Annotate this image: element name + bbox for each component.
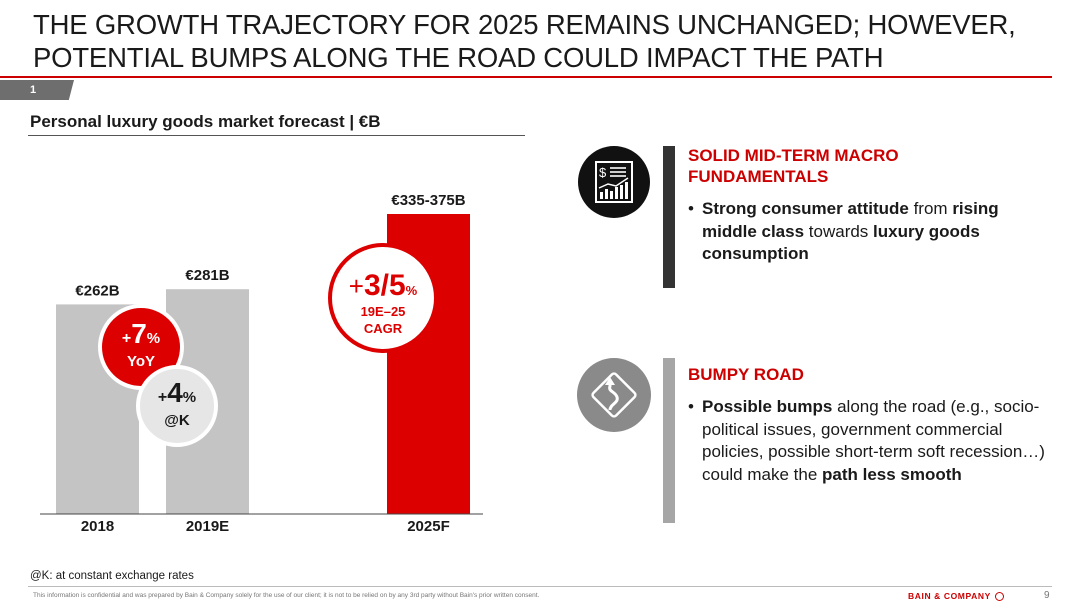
chart-heading: Personal luxury goods market forecast | … <box>30 112 381 131</box>
dollar-chart-icon: $ <box>578 146 650 218</box>
cagr-badge-circle <box>328 243 438 353</box>
page-number: 9 <box>1044 590 1050 601</box>
svg-text:$: $ <box>599 165 607 180</box>
cagr-badge-caption: CAGR <box>364 321 403 336</box>
cagr-badge-period: 19E–25 <box>361 304 406 319</box>
constant-fx-growth-badge-caption: @K <box>164 412 190 429</box>
bullet-text: along the road (e.g., socio-political is… <box>702 397 1045 484</box>
panel-heading-bumpy-road: BUMPY ROAD <box>688 365 804 384</box>
bullet-text: path less smooth <box>822 464 962 484</box>
panel-divider-grey <box>663 358 675 523</box>
footnote: @K: at constant exchange rates <box>30 570 194 582</box>
chart-heading-divider <box>28 135 525 136</box>
fundamentals-bullet: Strong consumer attitude from rising mid… <box>688 198 1048 266</box>
brand-name: BAIN & COMPANY <box>908 591 991 601</box>
winding-road-sign-icon <box>577 358 651 432</box>
title-divider <box>0 76 1052 78</box>
bullet-text: luxury goods consumption <box>702 221 980 264</box>
constant-fx-growth-badge: +4% @K <box>136 365 218 447</box>
yoy-growth-badge-value: +7% <box>122 318 160 349</box>
brand-logo: BAIN & COMPANY <box>908 591 1004 601</box>
brand-mark-icon <box>994 592 1004 601</box>
panel-heading-fundamentals: SOLID MID-TERM MACRO FUNDAMENTALS <box>688 145 988 187</box>
bumpy-road-bullet: Possible bumps along the road (e.g., soc… <box>688 396 1048 486</box>
category-label: 2025F <box>407 518 450 535</box>
cagr-badge: +3/5% 19E–25 CAGR <box>328 243 438 353</box>
slide-title: THE GROWTH TRAJECTORY FOR 2025 REMAINS U… <box>33 8 1053 74</box>
cagr-badge-value: +3/5% <box>349 269 418 302</box>
footer-divider <box>28 586 1052 587</box>
confidentiality-disclaimer: This information is confidential and was… <box>33 592 540 599</box>
category-label: 2019E <box>186 518 229 535</box>
bullet-text: rising middle class <box>702 199 999 241</box>
panel-heading-line-1: SOLID MID-TERM MACRO <box>688 146 899 165</box>
section-number-tab: 1 <box>0 80 74 100</box>
yoy-growth-badge-caption: YoY <box>127 353 155 370</box>
bullet-text: Possible bumps <box>702 397 833 416</box>
panel-divider-dark <box>663 146 675 288</box>
constant-fx-growth-badge-value: +4% <box>158 377 196 408</box>
category-label: 2018 <box>81 518 114 535</box>
bullet-text: Strong consumer attitude <box>702 199 909 218</box>
constant-fx-growth-badge-circle <box>136 365 218 447</box>
market-forecast-chart: €262B 2018 €281B 2019E €335-375B 2025F +7% YoY… <box>40 192 483 535</box>
slide-title-line-2: POTENTIAL BUMPS ALONG THE ROAD COULD IMP… <box>33 42 884 73</box>
bullet-text: towards <box>804 221 874 241</box>
bar-value-label: €262B <box>75 282 119 299</box>
bullet-text: from <box>908 199 953 218</box>
bar-value-label: €281B <box>185 267 229 284</box>
slide-title-line-1: THE GROWTH TRAJECTORY FOR 2025 REMAINS U… <box>33 9 1016 40</box>
panel-heading-line-2: FUNDAMENTALS <box>688 167 829 186</box>
bar-value-label: €335-375B <box>391 192 465 209</box>
